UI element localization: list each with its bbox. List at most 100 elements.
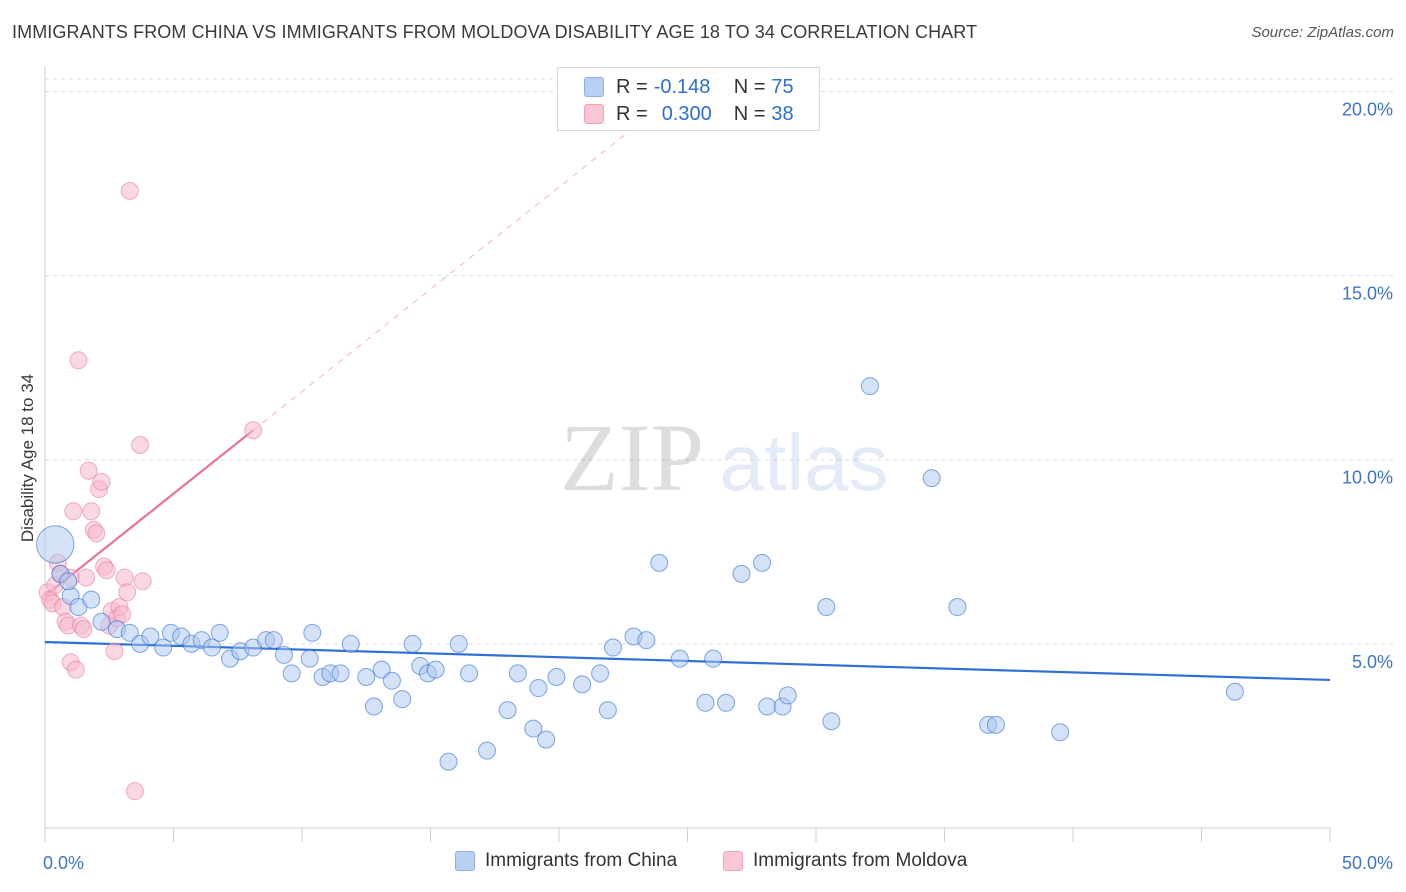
- china-point: [141, 627, 160, 646]
- china-point: [753, 553, 772, 572]
- china-point: [591, 664, 610, 683]
- watermark: ZIP atlas: [560, 404, 888, 511]
- moldova-point: [79, 461, 98, 480]
- china-point: [537, 730, 556, 749]
- china-point: [650, 553, 669, 572]
- china-point: [547, 668, 566, 687]
- china-point: [603, 638, 622, 657]
- china-point: [732, 564, 751, 583]
- china-point: [704, 649, 723, 668]
- china-point: [598, 701, 617, 720]
- source-label: Source: ZipAtlas.com: [1251, 24, 1394, 41]
- legend-item-moldova: Immigrants from Moldova: [723, 850, 967, 872]
- legend-item-china: Immigrants from China: [455, 850, 677, 872]
- china-point: [460, 664, 479, 683]
- china-point: [382, 671, 401, 690]
- china-point: [778, 686, 797, 705]
- china-point: [303, 623, 322, 642]
- china-point: [524, 719, 543, 738]
- moldova-point: [118, 583, 137, 602]
- china-point: [948, 598, 967, 617]
- legend-china-swatch: [455, 851, 475, 871]
- moldova-point: [115, 568, 134, 587]
- legend: Immigrants from China Immigrants from Mo…: [0, 850, 1406, 878]
- china-point: [275, 645, 294, 664]
- china-point: [426, 660, 445, 679]
- china-point: [282, 664, 301, 683]
- legend-moldova-swatch: [723, 851, 743, 871]
- china-point: [508, 664, 527, 683]
- grid-lines: [45, 78, 1395, 645]
- china-point: [82, 590, 101, 609]
- x-tick-label-max: 50.0%: [1342, 853, 1393, 873]
- china-point: [364, 697, 383, 716]
- china-point: [403, 634, 422, 653]
- china-point: [1225, 682, 1244, 701]
- moldova-point: [97, 561, 116, 580]
- china-n-value: 75: [771, 75, 794, 98]
- y-tick-label: 10.0%: [1342, 468, 1393, 488]
- y-tick-label: 5.0%: [1352, 652, 1393, 672]
- china-point: [449, 634, 468, 653]
- n-label: N =: [733, 102, 766, 125]
- moldova-point: [133, 572, 152, 591]
- correlation-row-china: R = -0.148 N = 75: [584, 74, 794, 100]
- china-point: [36, 525, 75, 564]
- china-point: [637, 631, 656, 650]
- moldova-point: [92, 472, 111, 491]
- china-point: [92, 612, 111, 631]
- china-point: [372, 660, 391, 679]
- legend-china-label: Immigrants from China: [485, 850, 678, 871]
- china-point: [498, 701, 517, 720]
- china-point: [573, 675, 592, 694]
- watermark-zip: ZIP: [560, 404, 704, 511]
- china-point: [860, 377, 879, 396]
- china-point: [439, 752, 458, 771]
- china-point: [986, 715, 1005, 734]
- china-point: [478, 741, 497, 760]
- moldova-point: [77, 568, 96, 587]
- china-point: [264, 631, 283, 650]
- china-point: [120, 623, 139, 642]
- china-point: [670, 649, 689, 668]
- moldova-swatch: [584, 104, 604, 124]
- watermark-atlas: atlas: [720, 418, 889, 507]
- r-label: R =: [616, 75, 648, 98]
- china-point: [529, 679, 548, 698]
- axes: [44, 66, 1331, 842]
- moldova-point: [74, 620, 93, 639]
- china-point: [822, 712, 841, 731]
- correlation-row-moldova: R = 0.300 N = 38: [584, 101, 794, 127]
- china-point: [210, 623, 229, 642]
- correlation-box: R = -0.148 N = 75 R = 0.300 N = 38: [557, 67, 820, 131]
- moldova-point: [66, 660, 85, 679]
- china-point: [717, 693, 736, 712]
- moldova-r-value: 0.300: [661, 102, 712, 125]
- china-point: [393, 690, 412, 709]
- y-tick-label: 15.0%: [1342, 284, 1393, 304]
- chart-title: IMMIGRANTS FROM CHINA VS IMMIGRANTS FROM…: [12, 22, 978, 42]
- moldova-point: [69, 351, 88, 370]
- moldova-n-value: 38: [771, 102, 794, 125]
- moldova-point: [244, 421, 263, 440]
- china-point: [922, 469, 941, 488]
- x-tick-label-min: 0.0%: [43, 853, 84, 873]
- china-point: [154, 638, 173, 657]
- moldova-point: [125, 782, 144, 801]
- china-point: [203, 638, 222, 657]
- r-label: R =: [616, 102, 648, 125]
- china-point: [59, 572, 78, 591]
- china-point: [341, 634, 360, 653]
- china-point: [758, 697, 777, 716]
- moldova-point: [131, 436, 150, 454]
- n-label: N =: [733, 75, 766, 98]
- china-point: [300, 649, 319, 668]
- moldova-trend-line: [44, 429, 254, 597]
- moldova-point: [87, 524, 106, 543]
- legend-moldova-label: Immigrants from Moldova: [753, 850, 968, 871]
- china-point: [696, 693, 715, 712]
- china-point: [817, 598, 836, 617]
- china-r-value: -0.148: [653, 75, 711, 98]
- china-point: [331, 664, 350, 683]
